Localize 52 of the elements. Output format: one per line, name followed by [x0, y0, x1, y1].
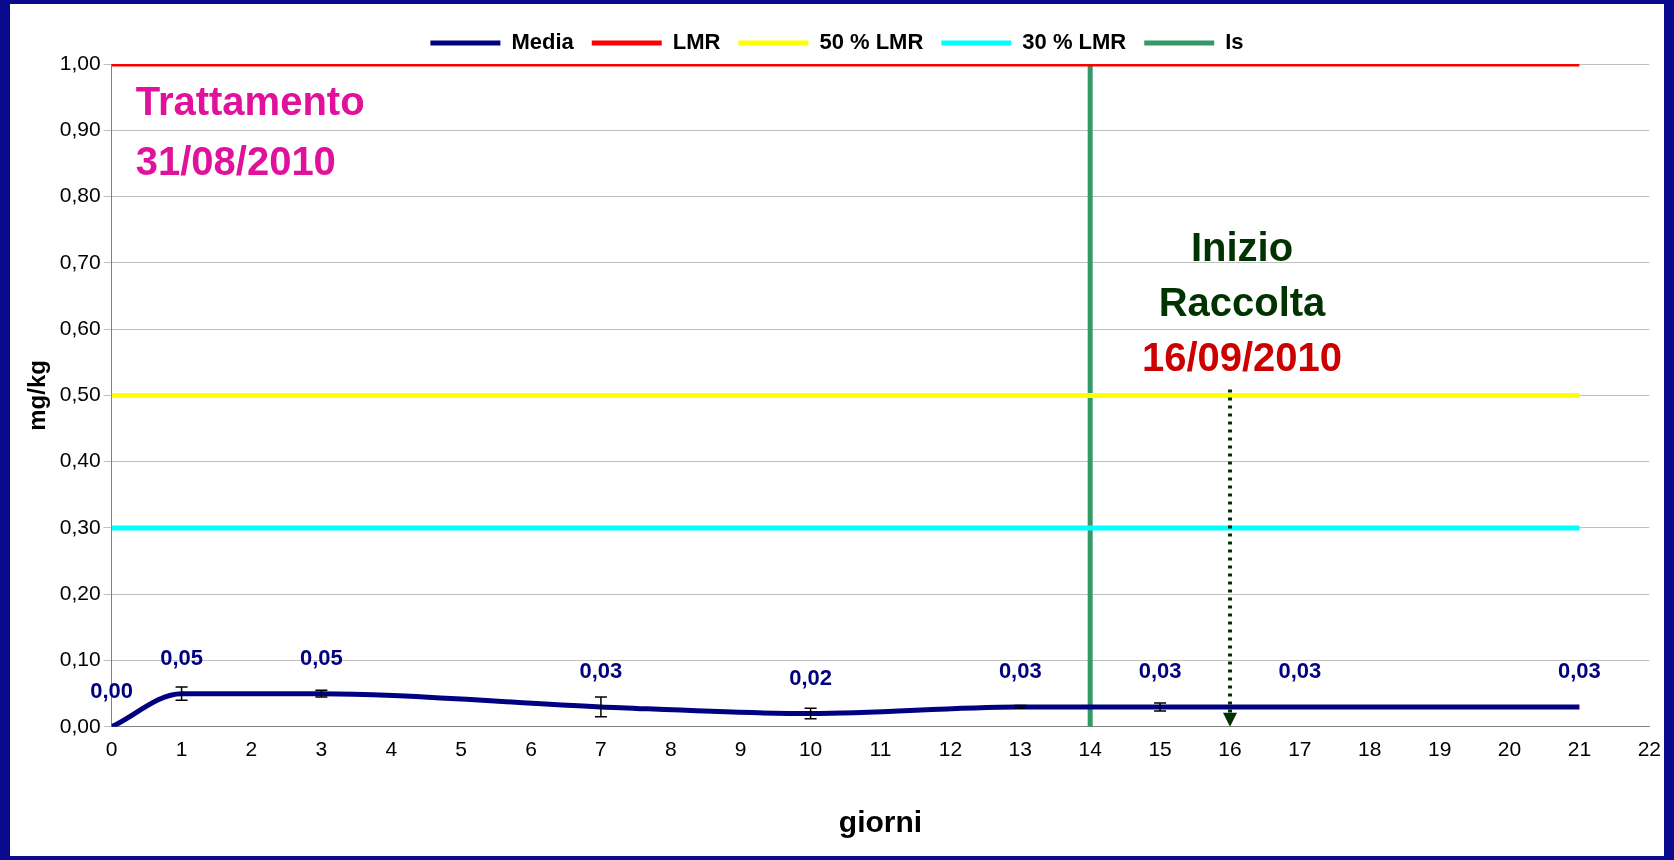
data-label: 0,05	[160, 644, 203, 670]
legend-label: Is	[1225, 29, 1244, 55]
x-tick-label: 21	[1567, 737, 1592, 761]
data-label: 0,00	[90, 677, 134, 703]
legend-label: 50 % LMR	[819, 29, 924, 55]
x-tick-label: 1	[175, 737, 188, 761]
data-label: 0,03	[998, 657, 1042, 683]
x-tick-label: 10	[798, 737, 823, 761]
data-label: 0,02	[789, 664, 833, 690]
y-tick-label: 0,20	[59, 581, 101, 605]
x-tick-label: 19	[1427, 737, 1452, 761]
x-tick-label: 11	[869, 737, 892, 761]
x-tick-label: 3	[315, 737, 328, 761]
y-tick-label: 0,90	[59, 117, 101, 141]
x-tick-label: 9	[734, 737, 747, 761]
x-tick-label: 0	[105, 737, 118, 761]
y-axis-title: mg/kg	[23, 360, 51, 431]
data-label: 0,05	[299, 644, 343, 670]
legend-label: Media	[511, 29, 575, 55]
y-tick-label: 1,00	[59, 50, 101, 74]
data-label: 0,03	[1558, 657, 1601, 683]
legend-label: 30 % LMR	[1022, 29, 1127, 55]
y-tick-label: 0,40	[59, 448, 101, 472]
x-tick-label: 16	[1218, 737, 1242, 761]
annotation: Trattamento 31/08/2010	[135, 79, 365, 184]
x-tick-label: 7	[595, 737, 607, 761]
x-axis-title: giorni	[838, 805, 923, 839]
y-tick-label: 0,10	[59, 647, 101, 671]
x-tick-label: 6	[525, 737, 537, 761]
y-tick-label: 0,00	[59, 713, 101, 737]
x-tick-label: 18	[1358, 737, 1382, 761]
annotation: Inizio Raccolta 16/09/2010	[1141, 224, 1343, 379]
y-tick-label: 0,70	[59, 249, 101, 273]
y-tick-label: 0,50	[59, 382, 101, 406]
legend-label: LMR	[672, 29, 721, 55]
x-tick-label: 2	[245, 737, 258, 761]
x-tick-label: 13	[1008, 737, 1032, 761]
x-tick-label: 17	[1288, 737, 1312, 761]
x-tick-label: 5	[455, 737, 467, 761]
x-tick-label: 15	[1148, 737, 1172, 761]
data-label: 0,03	[1138, 657, 1182, 683]
y-tick-label: 0,30	[59, 514, 101, 538]
data-label: 0,03	[579, 657, 623, 683]
x-tick-label: 4	[385, 737, 398, 761]
x-tick-label: 20	[1497, 737, 1522, 761]
data-label: 0,03	[1278, 657, 1322, 683]
x-tick-label: 14	[1078, 737, 1103, 761]
y-tick-label: 0,80	[59, 183, 101, 207]
x-tick-label: 12	[938, 737, 963, 761]
x-tick-label: 8	[664, 737, 677, 761]
x-tick-label: 22	[1637, 737, 1661, 761]
y-tick-label: 0,60	[59, 315, 101, 339]
